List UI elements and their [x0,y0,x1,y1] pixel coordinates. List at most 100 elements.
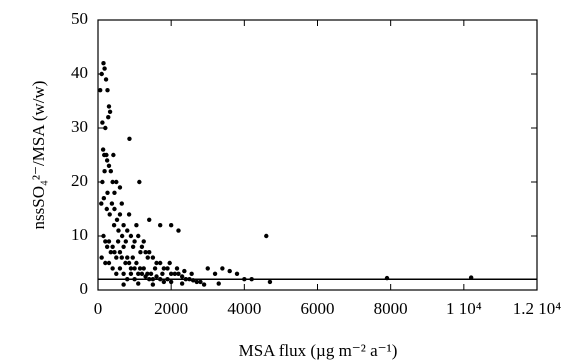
point [139,244,145,249]
plot-frame [97,19,538,291]
point [104,152,109,158]
point [102,66,107,71]
point [147,277,152,282]
x-tick-label: 1.2 10⁴ [513,299,562,318]
x-tick-label: 1 10⁴ [446,299,482,318]
point [119,255,124,260]
point [121,244,126,249]
x-tick-label: 6000 [301,299,335,318]
point [187,277,192,282]
point [152,266,158,271]
point [117,212,123,217]
point [179,281,185,286]
point [106,104,112,109]
point [128,266,134,271]
point [157,260,163,266]
point [119,233,125,239]
point [114,217,120,222]
point [110,179,115,185]
point [154,260,159,266]
point [116,228,121,233]
point [174,266,180,271]
point [106,260,112,266]
point [168,279,174,285]
y-tick-label: 30 [71,117,88,136]
point [101,61,106,66]
x-tick-label: 4000 [227,299,261,318]
point [105,88,110,93]
point [121,282,126,287]
point [134,260,139,266]
point [194,279,199,285]
point [167,260,172,266]
point [147,217,152,222]
y-tick-label: 50 [71,9,88,28]
point [112,190,117,195]
point [165,266,170,271]
point [106,115,111,120]
point [242,277,247,282]
y-tick-label: 0 [80,279,89,298]
point [121,223,126,228]
y-tick-label: 20 [71,171,88,190]
point [189,271,194,276]
point [157,223,163,228]
point [121,271,126,276]
point [141,239,146,244]
point [198,279,203,285]
point [111,152,116,158]
point [111,223,117,228]
point [103,125,108,131]
point [384,275,390,281]
point [132,266,137,271]
point [220,266,225,271]
x-axis-label: MSA flux (µg m⁻² a⁻¹) [239,341,398,360]
y-tick-label: 40 [71,63,88,82]
point [234,271,240,276]
point [134,223,139,228]
point [132,277,137,282]
point [123,239,129,244]
point [99,255,104,260]
point [110,266,115,271]
point [150,277,156,282]
point [103,260,108,266]
point [114,255,119,260]
point [139,271,145,276]
point [201,282,207,287]
point [117,266,123,271]
point [137,266,143,271]
point [99,201,104,206]
point [123,260,128,266]
point [212,271,218,276]
point [190,278,196,283]
point [205,266,210,271]
point [117,185,123,190]
point [107,212,112,217]
point [106,163,112,168]
point [143,250,148,255]
point [176,271,181,276]
point [179,274,185,279]
point [168,271,174,276]
point [126,212,132,217]
point [130,244,136,249]
point [161,279,167,285]
point [176,228,181,233]
point [182,268,187,274]
point [150,282,156,287]
point [227,268,232,274]
point [267,279,273,285]
point [104,158,110,163]
point [216,281,221,286]
point [110,244,115,249]
point [101,233,106,239]
point [138,250,143,255]
point [183,277,188,282]
point [100,120,105,125]
point [137,179,142,185]
point [264,233,269,239]
point [130,255,135,260]
